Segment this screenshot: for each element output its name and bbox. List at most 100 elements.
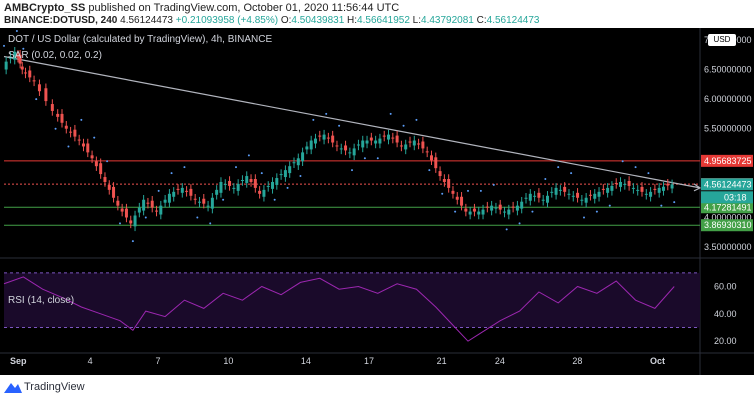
candle-body bbox=[236, 183, 240, 191]
candle-body bbox=[189, 188, 193, 196]
candle-body bbox=[219, 181, 223, 193]
rsi-band-fill bbox=[4, 272, 700, 328]
candle-body bbox=[541, 199, 545, 201]
tradingview-logo-icon bbox=[4, 383, 22, 393]
candle-body bbox=[670, 184, 674, 189]
candle-body bbox=[576, 192, 580, 198]
sar-dot bbox=[131, 240, 134, 243]
candle-body bbox=[120, 208, 124, 212]
price-tick-label: 4.00000000 bbox=[704, 212, 752, 222]
ohlc-high-label: H: bbox=[347, 15, 358, 26]
sar-dot bbox=[479, 189, 482, 192]
sar-legend: SAR (0.02, 0.02, 0.2) bbox=[8, 50, 102, 61]
candle-body bbox=[206, 205, 210, 207]
author-name[interactable]: AMBCrypto_SS bbox=[4, 2, 86, 14]
candle-body bbox=[240, 180, 244, 181]
candle-body bbox=[99, 163, 103, 175]
candle-body bbox=[597, 191, 601, 197]
candle-body bbox=[425, 151, 429, 153]
price-tick-label: 6.50000000 bbox=[704, 65, 752, 75]
chart-area[interactable]: 7.000000006.500000006.000000005.50000000… bbox=[0, 28, 754, 375]
candle-body bbox=[172, 191, 176, 197]
candle-body bbox=[391, 137, 395, 139]
sar-dot bbox=[325, 112, 328, 115]
rsi-line bbox=[3, 276, 675, 342]
candle-body bbox=[210, 197, 214, 209]
sar-dot bbox=[157, 189, 160, 192]
candle-body bbox=[146, 202, 150, 204]
candle-body bbox=[369, 137, 373, 141]
sar-dot bbox=[505, 228, 508, 231]
price-label-text: 4.95683725 bbox=[704, 156, 752, 166]
sar-dot bbox=[428, 169, 431, 172]
candle-body bbox=[378, 138, 382, 144]
sar-dot bbox=[338, 124, 341, 127]
candle-body bbox=[528, 193, 532, 201]
price-label-badge bbox=[701, 178, 753, 191]
candle-body bbox=[451, 190, 455, 194]
candle-body bbox=[472, 208, 476, 212]
candle-body bbox=[185, 190, 189, 192]
ohlc-open: 4.50439831 bbox=[291, 15, 345, 26]
candle-body bbox=[421, 141, 425, 149]
ohlc-low-label: L: bbox=[412, 15, 422, 26]
ohlc-high: 4.56641952 bbox=[357, 15, 410, 26]
candle-body bbox=[571, 195, 575, 197]
footer: TradingView bbox=[0, 375, 754, 400]
sar-dot bbox=[389, 112, 392, 115]
sar-dot bbox=[518, 222, 521, 225]
candle-body bbox=[266, 185, 270, 187]
candle-body bbox=[50, 104, 54, 111]
time-tick-label: 28 bbox=[572, 356, 582, 366]
time-tick-label: Oct bbox=[650, 356, 665, 366]
sar-dot bbox=[583, 216, 585, 219]
time-tick-label: 7 bbox=[155, 356, 160, 366]
candle-body bbox=[339, 148, 343, 150]
price-tick-label: 6.00000000 bbox=[704, 94, 752, 104]
sar-dot bbox=[196, 216, 199, 219]
price-label-text: 4.17281491 bbox=[704, 202, 752, 212]
ohlc-open-label: O: bbox=[280, 15, 292, 26]
candle-body bbox=[503, 211, 507, 213]
time-tick-label: Sep bbox=[10, 356, 27, 366]
ohlc-last: 4.56124473 bbox=[120, 15, 173, 26]
sar-dot bbox=[544, 178, 547, 181]
candle-body bbox=[515, 205, 519, 211]
candle-body bbox=[429, 155, 433, 161]
candle-body bbox=[382, 135, 386, 137]
sar-dot bbox=[467, 189, 469, 192]
candle-body bbox=[623, 183, 627, 185]
candle-body bbox=[507, 209, 511, 215]
candle-body bbox=[619, 181, 623, 187]
sar-dot bbox=[608, 204, 611, 207]
sar-dot bbox=[531, 210, 534, 213]
price-chart-svg[interactable]: 7.000000006.500000006.000000005.50000000… bbox=[0, 28, 754, 375]
candle-body bbox=[614, 182, 618, 184]
candle-body bbox=[163, 199, 167, 203]
tradingview-brand[interactable]: TradingView bbox=[24, 381, 85, 393]
chart-header: AMBCrypto_SS published on TradingView.co… bbox=[0, 0, 754, 28]
sar-dot bbox=[93, 136, 96, 139]
candle-body bbox=[627, 180, 631, 186]
candle-body bbox=[455, 196, 459, 200]
candle-body bbox=[69, 131, 73, 133]
sar-dot bbox=[144, 216, 147, 219]
candle-body bbox=[142, 199, 146, 211]
candle-body bbox=[228, 180, 232, 186]
candle-body bbox=[124, 208, 128, 218]
candle-body bbox=[601, 188, 605, 190]
time-tick-label: 14 bbox=[301, 356, 311, 366]
candle-body bbox=[107, 184, 111, 190]
candle-body bbox=[18, 54, 22, 64]
time-tick-label: 4 bbox=[88, 356, 93, 366]
sar-dot bbox=[286, 186, 289, 189]
sar-dot bbox=[80, 118, 83, 121]
candle-body bbox=[524, 197, 528, 199]
candle-body bbox=[511, 206, 515, 208]
candle-body bbox=[657, 187, 661, 193]
currency-badge[interactable]: USD bbox=[708, 34, 736, 46]
sar-dot bbox=[170, 172, 173, 175]
candle-body bbox=[271, 181, 275, 189]
chart-title: DOT / US Dollar (calculated by TradingVi… bbox=[8, 34, 273, 45]
candle-body bbox=[129, 220, 133, 224]
